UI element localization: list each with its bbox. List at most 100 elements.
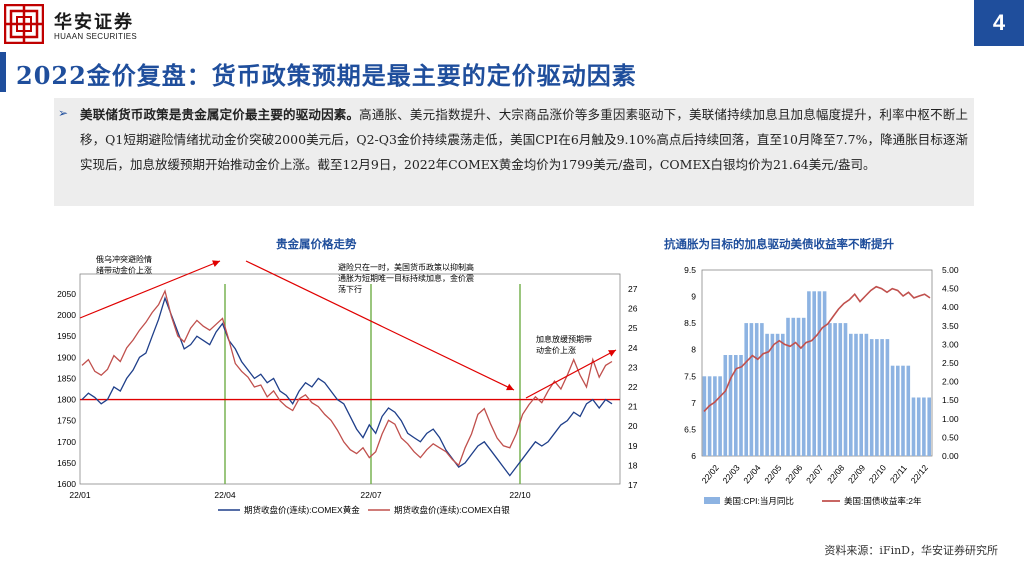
annotation-text: 动金价上涨	[536, 345, 576, 355]
y-left-tick-label: 7.5	[684, 371, 696, 381]
y-left-tick-label: 1950	[57, 331, 76, 341]
cpi-bar	[734, 355, 738, 456]
page-number: 4	[974, 0, 1024, 46]
precious-metals-price-chart: 1600 1650 1700 1750 1800 1850 1900 1950 2000 2050…	[57, 254, 638, 515]
y-right-tick-label: 26	[628, 304, 638, 314]
y-right-tick-label: 2.50	[942, 358, 959, 368]
x-tick-label: 22/04	[214, 490, 236, 500]
cpi-bar	[760, 323, 764, 456]
rebound-arrow	[525, 349, 617, 399]
cpi-bar	[728, 355, 733, 456]
series-legend-cpi: 美国:CPI:当月同比	[724, 496, 794, 506]
cpi-bar	[885, 339, 890, 456]
cpi-bar	[859, 333, 863, 456]
y-right-tick-label: 25	[628, 323, 638, 333]
y-left-tick-label: 6.5	[684, 424, 696, 434]
y-right-tick-label: 19	[628, 441, 638, 451]
y-left-tick-label: 2000	[57, 310, 76, 320]
y-right-tick-label: 23	[628, 362, 638, 372]
cpi-bar	[833, 323, 837, 456]
series-legend-yield: 美国:国债收益率:2年	[844, 496, 922, 506]
cpi-bar	[781, 333, 785, 456]
summary-box: ➢ 美联储货币政策是贵金属定价最主要的驱动因素。高通胀、美元指数提升、大宗商品涨…	[54, 98, 974, 206]
cpi-bar	[765, 333, 769, 456]
cpi-bar	[838, 323, 843, 456]
cpi-bar	[911, 397, 916, 456]
x-tick-label: 22/05	[762, 463, 784, 486]
cpi-bar	[812, 291, 816, 456]
annotation-text: 加息放缓预期带	[536, 334, 592, 344]
cpi-bar	[744, 323, 748, 456]
cpi-bar	[864, 333, 869, 456]
cpi-bar	[854, 333, 858, 456]
right-chart-title: 抗通胀为目标的加息驱动美债收益率不断提升	[664, 237, 894, 251]
cpi-bar	[916, 397, 921, 456]
y-right-tick-label: 0.00	[942, 451, 959, 461]
treasury-yield-line	[703, 285, 931, 412]
y-right-tick-label: 4.50	[942, 284, 959, 294]
cpi-bar	[749, 323, 754, 456]
cpi-bar	[796, 317, 801, 456]
cpi-bar	[786, 317, 790, 456]
cpi-bar	[817, 291, 822, 456]
plot-area-border	[701, 269, 933, 457]
cpi-bar	[739, 355, 743, 456]
x-tick-label: 22/01	[69, 490, 91, 500]
y-left-tick-label: 1900	[57, 352, 76, 362]
y-left-tick-label: 6	[691, 451, 696, 461]
x-tick-label: 22/08	[825, 463, 847, 486]
y-left-tick-label: 8	[691, 345, 696, 355]
logo-english-name: HUAAN SECURITIES	[54, 32, 138, 41]
x-tick-label: 22/12	[909, 463, 931, 486]
y-right-tick-label: 3.00	[942, 339, 959, 349]
cpi-bar	[791, 317, 796, 456]
y-left-tick-label: 1600	[57, 479, 76, 489]
x-tick-label: 22/10	[509, 490, 531, 500]
summary-bold-lead: 美联储货币政策是贵金属定价最主要的驱动因素。	[80, 107, 360, 122]
cpi-bar	[770, 333, 775, 456]
x-tick-label: 22/07	[360, 490, 382, 500]
x-tick-label: 22/04	[741, 463, 763, 486]
y-right-tick-label: 17	[628, 480, 638, 490]
y-left-tick-label: 1800	[57, 395, 76, 405]
cpi-bar	[880, 339, 884, 456]
cpi-bar	[822, 291, 827, 456]
series-line-gold	[81, 296, 613, 477]
y-right-tick-label: 27	[628, 284, 638, 294]
y-right-tick-label: 2.00	[942, 377, 959, 387]
x-tick-label: 22/02	[699, 463, 721, 486]
bullet-arrow-icon: ➢	[58, 106, 69, 120]
y-left-tick-label: 1850	[57, 373, 76, 383]
huaan-logo-icon	[4, 4, 44, 44]
y-left-tick-label: 7	[691, 398, 696, 408]
y-left-tick-label: 9	[691, 292, 696, 302]
cpi-bar	[869, 339, 874, 456]
y-right-tick-label: 0.50	[942, 432, 959, 442]
cpi-bar	[702, 376, 707, 456]
annotation-text: 荡下行	[338, 284, 362, 294]
cpi-bar	[707, 376, 712, 456]
y-right-tick-label: 24	[628, 343, 638, 353]
cpi-bar	[875, 339, 879, 456]
cpi-bar	[828, 323, 832, 456]
y-right-tick-label: 1.00	[942, 414, 959, 424]
series-legend-gold: 期货收盘价(连续):COMEX黄金	[244, 505, 360, 515]
cpi-bar	[723, 355, 728, 456]
annotation-text: 绪带动金价上涨	[96, 265, 152, 275]
x-tick-label: 22/07	[804, 463, 826, 486]
y-right-tick-label: 20	[628, 421, 638, 431]
summary-body: 高通胀、美元指数提升、大宗商品涨价等多重因素驱动下，美联储持续加息且加息幅度提升…	[80, 107, 968, 172]
annotation-text: 避险只在一时，美国货币政策以抑制高	[338, 262, 474, 272]
uptrend-arrow	[79, 260, 221, 319]
series-legend-silver: 期货收盘价(连续):COMEX白银	[394, 505, 510, 515]
x-tick-label: 22/11	[888, 463, 909, 485]
y-left-tick-label: 1750	[57, 416, 76, 426]
source-note: 资料来源：iFinD，华安证券研究所	[824, 544, 998, 557]
y-right-tick-label: 3.50	[942, 321, 959, 331]
logo-chinese-name: 华安证券	[54, 12, 134, 33]
y-right-tick-label: 21	[628, 402, 638, 412]
page-title: 2022金价复盘：货币政策预期是最主要的定价驱动因素	[16, 61, 637, 90]
cpi-bar	[922, 397, 926, 456]
x-tick-label: 22/03	[720, 463, 742, 486]
cpi-bar	[890, 365, 895, 456]
